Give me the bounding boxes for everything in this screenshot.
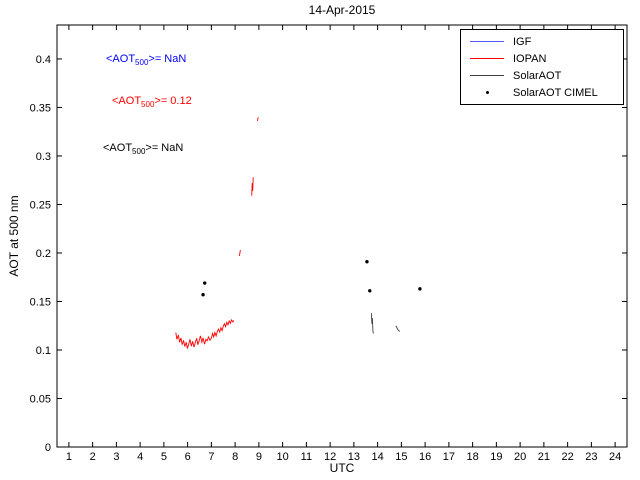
- svg-text:9: 9: [256, 451, 262, 463]
- annotation-text: >= 0.12: [154, 95, 192, 107]
- svg-text:22: 22: [562, 451, 574, 463]
- svg-text:0.3: 0.3: [36, 151, 51, 163]
- svg-text:0.1: 0.1: [36, 345, 51, 357]
- legend-label: IOPAN: [513, 52, 547, 65]
- legend-label: SolarAOT CIMEL: [513, 86, 598, 99]
- svg-text:0.2: 0.2: [36, 248, 51, 260]
- legend-entry-solaraot: SolarAOT: [461, 67, 623, 84]
- svg-text:24: 24: [609, 451, 621, 463]
- svg-text:0.4: 0.4: [36, 54, 51, 66]
- legend-entry-igf: IGF: [461, 33, 623, 50]
- legend-label: IGF: [513, 35, 532, 48]
- annotation-text: <AOT: [103, 142, 133, 154]
- annotation-text: >= NaN: [148, 53, 187, 65]
- svg-text:19: 19: [490, 451, 502, 463]
- svg-text:17: 17: [443, 451, 455, 463]
- legend-label: SolarAOT: [513, 69, 562, 82]
- svg-text:15: 15: [395, 451, 407, 463]
- x-axis-label: UTC: [329, 461, 355, 475]
- chart-title: 14-Apr-2015: [308, 3, 376, 17]
- svg-text:2: 2: [90, 451, 96, 463]
- y-axis-label: AOT at 500 nm: [7, 195, 21, 277]
- svg-text:3: 3: [113, 451, 119, 463]
- svg-text:4: 4: [137, 451, 143, 463]
- mean-aot-annotation-iopan: <AOT500>= 0.12: [112, 95, 192, 109]
- solaraot-line-sample: [470, 75, 504, 76]
- legend-entry-iopan: IOPAN: [461, 50, 623, 67]
- svg-text:7: 7: [208, 451, 214, 463]
- svg-text:18: 18: [467, 451, 479, 463]
- svg-text:12: 12: [324, 451, 336, 463]
- svg-text:21: 21: [538, 451, 550, 463]
- svg-text:0.15: 0.15: [30, 296, 51, 308]
- svg-text:23: 23: [585, 451, 597, 463]
- svg-text:0.35: 0.35: [30, 102, 51, 114]
- svg-text:8: 8: [232, 451, 238, 463]
- svg-text:0: 0: [45, 442, 51, 454]
- svg-text:1: 1: [66, 451, 72, 463]
- annotation-subscript: 500: [135, 58, 149, 68]
- svg-text:13: 13: [348, 451, 360, 463]
- annotation-subscript: 500: [141, 100, 155, 110]
- annotation-text: <AOT: [106, 53, 136, 65]
- svg-text:0.05: 0.05: [30, 393, 51, 405]
- svg-text:20: 20: [514, 451, 526, 463]
- svg-text:11: 11: [301, 451, 312, 463]
- svg-text:10: 10: [277, 451, 289, 463]
- iopan-line-sample: [470, 58, 504, 59]
- svg-text:16: 16: [419, 451, 431, 463]
- legend-entry-solaraot-cimel: SolarAOT CIMEL: [461, 84, 623, 101]
- svg-text:6: 6: [185, 451, 191, 463]
- svg-text:0.25: 0.25: [30, 199, 51, 211]
- annotation-text: <AOT: [112, 95, 142, 107]
- annotation-subscript: 500: [132, 147, 146, 157]
- mean-aot-annotation-igf: <AOT500>= NaN: [106, 53, 186, 67]
- svg-text:5: 5: [161, 451, 167, 463]
- svg-text:14: 14: [372, 451, 384, 463]
- mean-aot-annotation-solaraot: <AOT500>= NaN: [103, 142, 183, 156]
- annotation-text: >= NaN: [145, 142, 184, 154]
- igf-line-sample: [470, 41, 504, 42]
- solaraot-cimel-dot-sample: [470, 91, 504, 94]
- legend: IGF IOPAN SolarAOT SolarAOT CIMEL: [460, 29, 624, 105]
